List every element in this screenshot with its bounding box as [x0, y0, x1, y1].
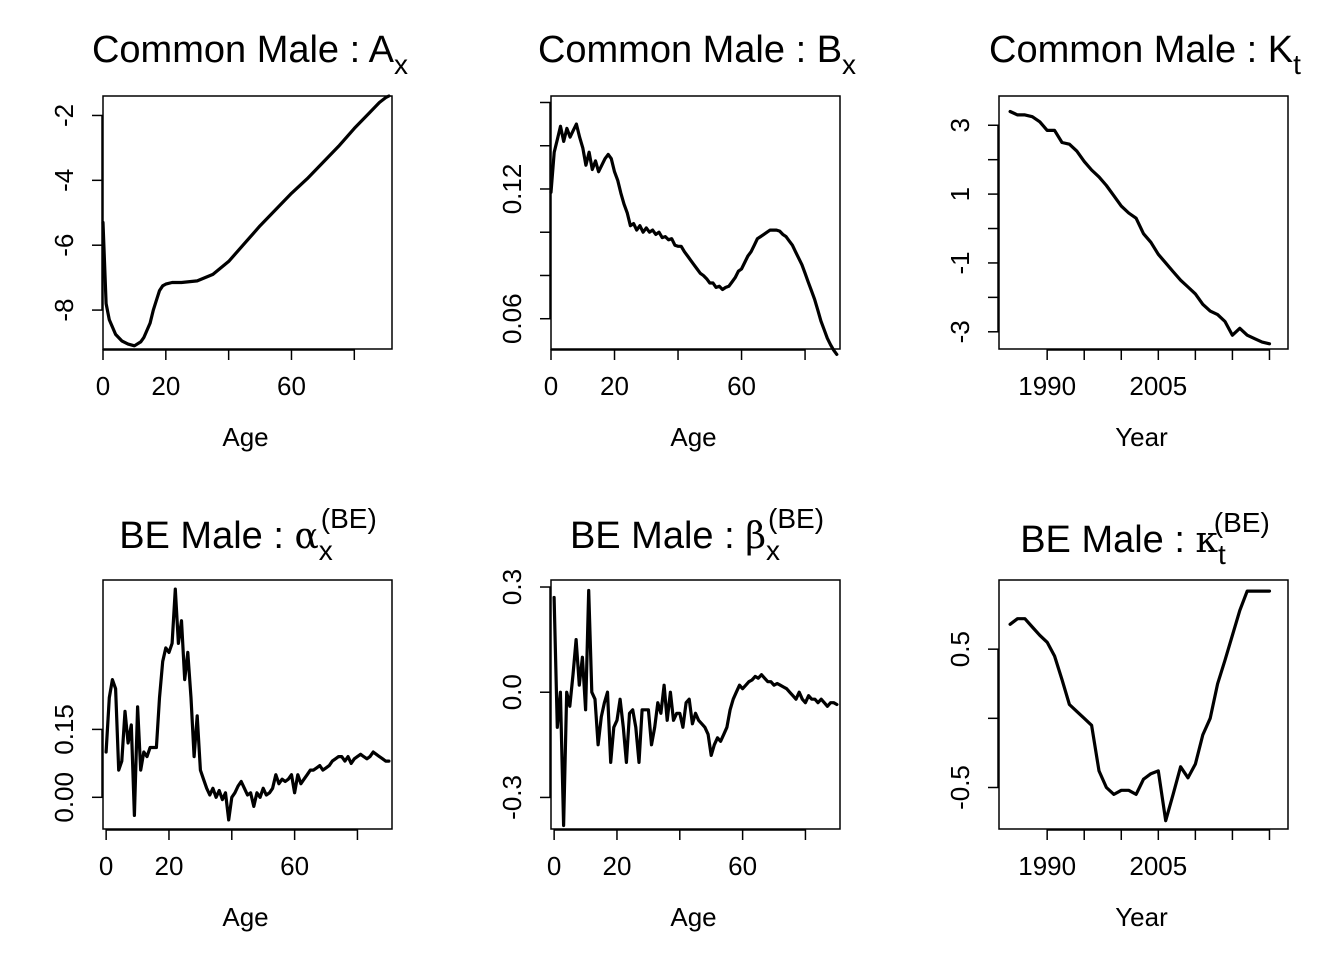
x-axis-label: Age [670, 422, 716, 452]
panel-4: BE Male : αx(BE) 0 20 60 0.00 0.15 Age [49, 503, 393, 932]
panel-1: Common Male : Ax 0 20 60 -8 -6 -4 -2 Age [49, 29, 408, 452]
panel-5: BE Male : βx(BE) 0 20 60 -0.3 0.0 0.3 Age [497, 503, 841, 932]
plot-frame [998, 579, 1289, 830]
x-tick-label: 2005 [1129, 851, 1187, 881]
title-prefix: BE Male : [119, 515, 294, 557]
series-line-1 [1008, 589, 1272, 823]
series-line-1 [552, 588, 839, 828]
title-symbol: α [294, 516, 318, 557]
series-line-1 [104, 587, 391, 822]
plot-frame [550, 579, 841, 830]
title-superscript: (BE) [1214, 507, 1270, 538]
title-superscript: (BE) [321, 503, 377, 534]
title-prefix: Common Male : [989, 29, 1268, 71]
y-tick-label: -4 [49, 169, 79, 192]
y-tick-label: 0.0 [497, 674, 527, 710]
y-tick-label: 0.06 [497, 293, 527, 344]
title-superscript: (BE) [768, 503, 824, 534]
panel-title: BE Male : αx(BE) [119, 503, 377, 566]
title-subscript: x [319, 535, 333, 566]
y-tick-label: 3 [945, 118, 975, 132]
y-tick-label: -8 [49, 299, 79, 322]
title-subscript: x [394, 49, 408, 80]
x-tick-label: 60 [727, 371, 756, 401]
y-tick-label: -0.3 [497, 775, 527, 820]
series-line-1 [549, 122, 839, 356]
title-subscript: t [1218, 539, 1226, 570]
y-tick-label: -6 [49, 234, 79, 257]
title-prefix: BE Male : [570, 515, 745, 557]
y-tick-label: 0.00 [49, 772, 79, 823]
plot-frame [102, 579, 393, 830]
panel-title: Common Male : Bx [538, 29, 856, 80]
y-tick-label: -3 [945, 320, 975, 343]
panel-title: BE Male : κt(BE) [1020, 507, 1270, 570]
series-line-1 [101, 94, 391, 348]
x-axis-label: Year [1115, 422, 1168, 452]
x-axis-label: Age [222, 422, 268, 452]
x-axis-label: Year [1115, 902, 1168, 932]
title-subscript: x [842, 49, 856, 80]
title-symbol: A [369, 29, 395, 71]
title-prefix: Common Male : [92, 29, 369, 71]
series-line-1 [1008, 109, 1272, 346]
x-tick-label: 1990 [1018, 851, 1076, 881]
plot-frame [550, 95, 841, 350]
x-tick-label: 20 [151, 371, 180, 401]
x-axis-label: Age [222, 902, 268, 932]
title-symbol: κ [1196, 520, 1219, 561]
x-tick-label: 0 [99, 851, 113, 881]
panel-title: BE Male : βx(BE) [570, 503, 824, 566]
title-prefix: Common Male : [538, 29, 817, 71]
panel-6: BE Male : κt(BE) 1990 2005 -0.5 0.5 Year [945, 507, 1289, 932]
panel-title: Common Male : Kt [989, 29, 1301, 80]
x-tick-label: 0 [96, 371, 110, 401]
x-tick-label: 60 [277, 371, 306, 401]
x-tick-label: 20 [603, 851, 632, 881]
x-tick-label: 1990 [1018, 371, 1076, 401]
x-tick-label: 60 [728, 851, 757, 881]
title-subscript: x [766, 535, 780, 566]
x-tick-label: 60 [280, 851, 309, 881]
plot-frame [998, 95, 1289, 350]
y-tick-label: 0.5 [945, 631, 975, 667]
panel-title: Common Male : Ax [92, 29, 408, 80]
x-tick-label: 20 [155, 851, 184, 881]
title-symbol: B [817, 29, 842, 71]
panel-3: Common Male : Kt 1990 2005 -3 -1 1 3 Year [945, 29, 1301, 452]
x-tick-label: 2005 [1129, 371, 1187, 401]
x-tick-label: 20 [600, 371, 629, 401]
title-symbol: K [1268, 29, 1293, 71]
x-tick-label: 0 [544, 371, 558, 401]
y-tick-label: 0.3 [497, 569, 527, 605]
title-prefix: BE Male : [1020, 519, 1195, 561]
title-symbol: β [745, 516, 766, 557]
panel-2: Common Male : Bx 0 20 60 0.06 0.12 Age [497, 29, 856, 452]
y-tick-label: 1 [945, 187, 975, 201]
y-tick-label: -2 [49, 104, 79, 127]
y-tick-label: -1 [945, 251, 975, 274]
y-tick-label: -0.5 [945, 765, 975, 810]
x-axis-label: Age [670, 902, 716, 932]
y-tick-label: 0.12 [497, 164, 527, 215]
y-tick-label: 0.15 [49, 704, 79, 755]
x-tick-label: 0 [547, 851, 561, 881]
title-subscript: t [1293, 49, 1301, 80]
